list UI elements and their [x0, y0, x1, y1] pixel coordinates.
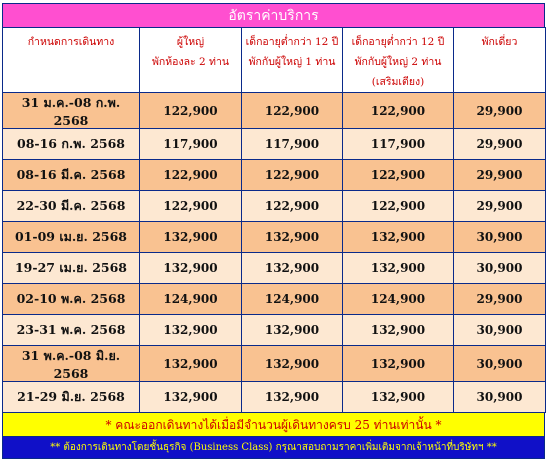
adult-price-cell: 132,900 [139, 252, 242, 284]
child1-price-cell: 124,900 [241, 283, 343, 315]
child1-price-cell: 132,900 [241, 221, 343, 253]
business-class-note: ** ต้องการเดินทางโดยชั้นธุรกิจ (Business… [2, 437, 545, 459]
table-row: 31 พ.ค.-08 มิ.ย. 2568 132,900 132,900 13… [2, 345, 546, 382]
header-single-supplement: พักเดี่ยว [453, 27, 546, 93]
single-price-cell: 29,900 [453, 159, 546, 191]
child1-price-cell: 132,900 [241, 345, 343, 382]
date-cell: 19-27 เม.ย. 2568 [2, 252, 140, 284]
single-price-cell: 29,900 [453, 92, 546, 129]
single-price-cell: 30,900 [453, 252, 546, 284]
date-cell: 08-16 มี.ค. 2568 [2, 159, 140, 191]
date-cell: 21-29 มิ.ย. 2568 [2, 381, 140, 413]
child1-price-cell: 122,900 [241, 190, 343, 222]
child2-price-cell: 132,900 [342, 381, 454, 413]
table-row: 19-27 เม.ย. 2568 132,900 132,900 132,900… [2, 252, 546, 284]
date-cell: 23-31 พ.ค. 2568 [2, 314, 140, 346]
single-price-cell: 30,900 [453, 221, 546, 253]
child1-price-cell: 122,900 [241, 92, 343, 129]
table-row: 01-09 เม.ย. 2568 132,900 132,900 132,900… [2, 221, 546, 253]
child1-price-cell: 117,900 [241, 128, 343, 160]
child2-price-cell: 124,900 [342, 283, 454, 315]
child1-price-cell: 132,900 [241, 252, 343, 284]
adult-price-cell: 122,900 [139, 92, 242, 129]
child2-price-cell: 117,900 [342, 128, 454, 160]
header-child-one-adult: เด็กอายุต่ำกว่า 12 ปี พักกับผู้ใหญ่ 1 ท่า… [241, 27, 343, 93]
adult-price-cell: 132,900 [139, 221, 242, 253]
header-travel-dates: กำหนดการเดินทาง [2, 27, 140, 93]
table-row: 21-29 มิ.ย. 2568 132,900 132,900 132,900… [2, 381, 546, 413]
child2-price-cell: 122,900 [342, 92, 454, 129]
date-cell: 02-10 พ.ค. 2568 [2, 283, 140, 315]
date-cell: 08-16 ก.พ. 2568 [2, 128, 140, 160]
date-cell: 31 พ.ค.-08 มิ.ย. 2568 [2, 345, 140, 382]
price-table-container: อัตราค่าบริการ กำหนดการเดินทาง ผู้ใหญ่ พั… [2, 3, 546, 459]
child1-price-cell: 132,900 [241, 314, 343, 346]
table-row: 02-10 พ.ค. 2568 124,900 124,900 124,900 … [2, 283, 546, 315]
child2-price-cell: 132,900 [342, 221, 454, 253]
date-cell: 31 ม.ค.-08 ก.พ. 2568 [2, 92, 140, 129]
adult-price-cell: 122,900 [139, 190, 242, 222]
date-cell: 22-30 มี.ค. 2568 [2, 190, 140, 222]
adult-price-cell: 132,900 [139, 381, 242, 413]
adult-price-cell: 122,900 [139, 159, 242, 191]
price-table: กำหนดการเดินทาง ผู้ใหญ่ พักห้องละ 2 ท่าน … [2, 27, 546, 413]
date-cell: 01-09 เม.ย. 2568 [2, 221, 140, 253]
header-child-two-adults: เด็กอายุต่ำกว่า 12 ปี พักกับผู้ใหญ่ 2 ท่า… [342, 27, 454, 93]
adult-price-cell: 117,900 [139, 128, 242, 160]
child2-price-cell: 132,900 [342, 314, 454, 346]
single-price-cell: 30,900 [453, 345, 546, 382]
child2-price-cell: 132,900 [342, 345, 454, 382]
child2-price-cell: 122,900 [342, 159, 454, 191]
header-row: กำหนดการเดินทาง ผู้ใหญ่ พักห้องละ 2 ท่าน … [2, 27, 546, 93]
table-row: 22-30 มี.ค. 2568 122,900 122,900 122,900… [2, 190, 546, 222]
adult-price-cell: 132,900 [139, 314, 242, 346]
minimum-travelers-note: * คณะออกเดินทางได้เมื่อมีจำนวนผู้เดินทาง… [2, 413, 545, 437]
header-adult: ผู้ใหญ่ พักห้องละ 2 ท่าน [139, 27, 242, 93]
child1-price-cell: 132,900 [241, 381, 343, 413]
table-row: 08-16 ก.พ. 2568 117,900 117,900 117,900 … [2, 128, 546, 160]
single-price-cell: 29,900 [453, 190, 546, 222]
single-price-cell: 30,900 [453, 381, 546, 413]
adult-price-cell: 124,900 [139, 283, 242, 315]
child2-price-cell: 132,900 [342, 252, 454, 284]
child2-price-cell: 122,900 [342, 190, 454, 222]
table-row: 23-31 พ.ค. 2568 132,900 132,900 132,900 … [2, 314, 546, 346]
table-title: อัตราค่าบริการ [2, 3, 545, 27]
single-price-cell: 29,900 [453, 128, 546, 160]
single-price-cell: 30,900 [453, 314, 546, 346]
adult-price-cell: 132,900 [139, 345, 242, 382]
table-row: 08-16 มี.ค. 2568 122,900 122,900 122,900… [2, 159, 546, 191]
single-price-cell: 29,900 [453, 283, 546, 315]
table-row: 31 ม.ค.-08 ก.พ. 2568 122,900 122,900 122… [2, 92, 546, 129]
child1-price-cell: 122,900 [241, 159, 343, 191]
